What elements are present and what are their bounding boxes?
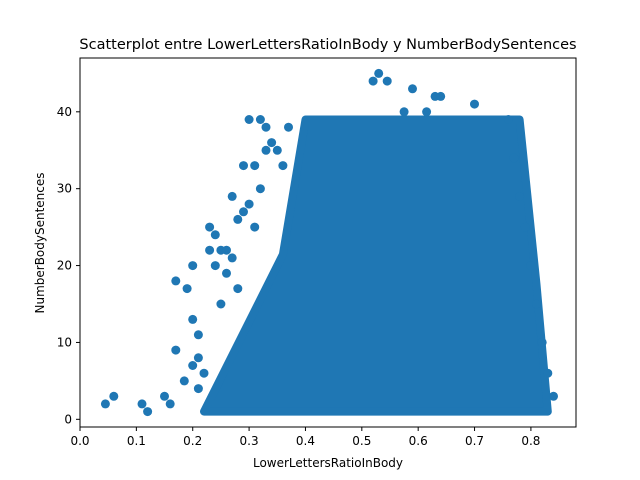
scatter-point xyxy=(210,230,220,240)
scatter-point xyxy=(272,145,282,155)
scatter-point xyxy=(537,337,547,347)
scatter-points xyxy=(100,68,558,417)
x-axis-ticks: 0.0 0.1 0.2 0.3 0.4 0.5 0.6 0.7 0.8 xyxy=(70,427,540,448)
scatter-point xyxy=(532,299,541,309)
scatter-point xyxy=(368,76,378,86)
scatter-point xyxy=(137,399,147,409)
scatter-point xyxy=(188,361,198,370)
scatter-point xyxy=(193,384,203,394)
scatter-point xyxy=(267,138,277,148)
y-tick-label: 0 xyxy=(64,412,72,426)
y-tick-label: 30 xyxy=(57,182,72,196)
scatter-point xyxy=(233,214,243,224)
scatter-point xyxy=(239,161,248,171)
scatter-point xyxy=(233,284,243,294)
scatter-point xyxy=(408,84,417,94)
scatter-point xyxy=(278,161,288,171)
x-tick-label: 0.8 xyxy=(521,434,540,448)
scatter-point xyxy=(100,399,110,409)
y-axis-label: NumberBodySentences xyxy=(33,172,47,313)
x-axis-label: LowerLettersRatioInBody xyxy=(253,456,403,470)
scatter-point xyxy=(188,314,198,324)
scatter-point xyxy=(171,345,181,355)
scatter-point xyxy=(205,222,215,232)
scatter-point xyxy=(216,299,226,309)
scatter-point xyxy=(382,76,392,86)
dense-point-cloud xyxy=(200,115,552,416)
scatter-point xyxy=(436,91,446,101)
x-tick-label: 0.0 xyxy=(70,434,89,448)
scatter-point xyxy=(399,107,409,117)
y-tick-label: 20 xyxy=(57,259,72,273)
x-tick-label: 0.5 xyxy=(352,434,371,448)
scatter-point xyxy=(261,122,271,132)
scatter-point xyxy=(515,191,525,201)
scatter-point xyxy=(543,368,553,378)
scatter-point xyxy=(210,261,220,271)
scatter-point xyxy=(261,145,271,155)
y-tick-label: 40 xyxy=(57,105,72,119)
scatter-point xyxy=(520,222,530,232)
scatter-point xyxy=(255,115,265,124)
scatter-point xyxy=(165,399,175,409)
scatter-point xyxy=(193,353,203,363)
scatter-point xyxy=(222,245,231,255)
plot-area-frame xyxy=(79,57,577,428)
scatter-point xyxy=(143,407,153,417)
scatter-point xyxy=(239,207,248,217)
x-tick-label: 0.2 xyxy=(183,434,202,448)
scatter-point xyxy=(109,391,119,401)
scatter-point xyxy=(171,276,181,286)
scatter-point xyxy=(227,253,237,263)
dense-region-area xyxy=(200,115,552,416)
scatter-point xyxy=(227,191,237,201)
scatter-point xyxy=(374,68,384,78)
x-tick-label: 0.3 xyxy=(240,434,259,448)
scatter-point xyxy=(222,268,231,278)
scatter-point xyxy=(244,115,254,124)
scatter-point xyxy=(422,107,432,117)
scatter-point xyxy=(250,222,260,232)
scatter-point xyxy=(526,261,536,271)
x-tick-label: 0.7 xyxy=(465,434,484,448)
chart-title: Scatterplot entre LowerLettersRatioInBod… xyxy=(79,37,576,53)
scatter-point xyxy=(250,161,260,171)
scatter-point xyxy=(160,391,169,401)
scatter-point xyxy=(244,199,254,209)
scatter-point xyxy=(205,245,215,255)
scatter-point xyxy=(199,368,209,378)
scatter-point xyxy=(188,261,198,271)
scatter-point xyxy=(470,99,479,109)
x-tick-label: 0.6 xyxy=(409,434,428,448)
scatter-point xyxy=(179,376,189,386)
scatter-point xyxy=(255,184,265,194)
scatter-point xyxy=(193,330,203,340)
x-tick-label: 0.4 xyxy=(296,434,315,448)
scatter-point xyxy=(284,122,293,132)
y-tick-label: 10 xyxy=(57,335,72,349)
scatter-point xyxy=(182,284,192,294)
x-tick-label: 0.1 xyxy=(127,434,146,448)
scatter-point xyxy=(503,115,513,124)
scatter-point xyxy=(549,391,558,401)
y-axis-ticks: 0 10 20 30 40 xyxy=(57,105,80,426)
scatter-point xyxy=(509,153,519,163)
